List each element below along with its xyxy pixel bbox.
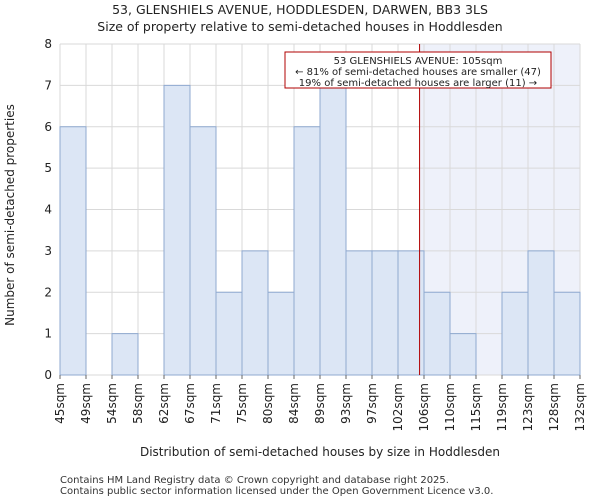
y-tick-label: 0: [44, 368, 52, 382]
bar-119sqm: [501, 291, 529, 376]
chart-title: 53, GLENSHIELS AVENUE, HODDLESDEN, DARWE…: [112, 2, 488, 17]
x-tick-label: 80sqm: [261, 383, 275, 424]
x-tick-label: 49sqm: [79, 383, 93, 424]
annotation-line-3: 19% of semi-detached houses are larger (…: [299, 78, 537, 89]
footer-line-2: Contains public sector information licen…: [60, 486, 493, 497]
bar-128sqm: [553, 291, 581, 376]
bar-54sqm: [111, 333, 139, 376]
bar-97sqm: [371, 250, 399, 376]
x-tick-label: 102sqm: [391, 383, 405, 431]
bar-62sqm: [163, 84, 191, 376]
x-tick-label: 62sqm: [157, 383, 171, 424]
y-tick-label: 5: [44, 161, 52, 175]
bar-123sqm: [527, 250, 555, 376]
x-tick-label: 75sqm: [235, 383, 249, 424]
x-axis-ticks: 45sqm 49sqm 54sqm 58sqm 62sqm 67sqm 71sqm 75sqm…: [53, 375, 587, 431]
bar-89sqm: [319, 84, 347, 376]
x-tick-label: 110sqm: [443, 383, 457, 431]
y-tick-label: 4: [44, 203, 52, 217]
plot-area: 0 1 2 3 4 5 6 7 8 45sqm 49sqm 54sqm 58sqm 62sqm 67sqm…: [44, 37, 587, 431]
y-axis-label: Number of semi-detached properties: [3, 104, 17, 326]
y-tick-label: 2: [44, 285, 52, 299]
annotation-line-2: ← 81% of semi-detached houses are smalle…: [295, 67, 541, 78]
x-tick-label: 71sqm: [209, 383, 223, 424]
x-tick-label: 97sqm: [365, 383, 379, 424]
x-tick-label: 115sqm: [469, 383, 483, 431]
y-tick-label: 3: [44, 244, 52, 258]
x-tick-label: 93sqm: [339, 383, 353, 424]
x-tick-label: 119sqm: [495, 383, 509, 431]
bar-45sqm: [59, 126, 87, 376]
bar-102sqm: [397, 250, 425, 376]
x-tick-label: 54sqm: [105, 383, 119, 424]
x-tick-label: 45sqm: [53, 383, 67, 424]
x-tick-label: 106sqm: [417, 383, 431, 431]
annotation-line-1: 53 GLENSHIELS AVENUE: 105sqm: [334, 56, 503, 67]
footer-line-1: Contains HM Land Registry data © Crown c…: [60, 475, 449, 486]
x-tick-label: 132sqm: [573, 383, 587, 431]
bar-110sqm: [449, 333, 477, 376]
y-axis-ticks: 0 1 2 3 4 5 6 7 8: [44, 37, 52, 382]
x-tick-label: 58sqm: [131, 383, 145, 424]
bar-93sqm: [345, 250, 373, 376]
bar-80sqm: [267, 291, 295, 376]
chart-subtitle: Size of property relative to semi-detach…: [97, 19, 502, 34]
y-tick-label: 6: [44, 120, 52, 134]
x-tick-label: 67sqm: [183, 383, 197, 424]
bar-67sqm: [189, 126, 217, 376]
annotation-frame: [284, 51, 552, 89]
bar-84sqm: [293, 126, 321, 376]
bar-75sqm: [241, 250, 269, 376]
bar-71sqm: [215, 291, 243, 376]
x-tick-label: 123sqm: [521, 383, 535, 431]
y-tick-label: 1: [44, 327, 52, 341]
bar-106sqm: [423, 291, 451, 376]
x-tick-label: 128sqm: [547, 383, 561, 431]
x-tick-label: 89sqm: [313, 383, 327, 424]
x-tick-label: 84sqm: [287, 383, 301, 424]
y-tick-label: 7: [44, 78, 52, 92]
y-tick-label: 8: [44, 37, 52, 51]
annotation-box: 53 GLENSHIELS AVENUE: 105sqm ← 81% of se…: [284, 51, 552, 89]
x-axis-label: Distribution of semi-detached houses by …: [140, 445, 500, 459]
